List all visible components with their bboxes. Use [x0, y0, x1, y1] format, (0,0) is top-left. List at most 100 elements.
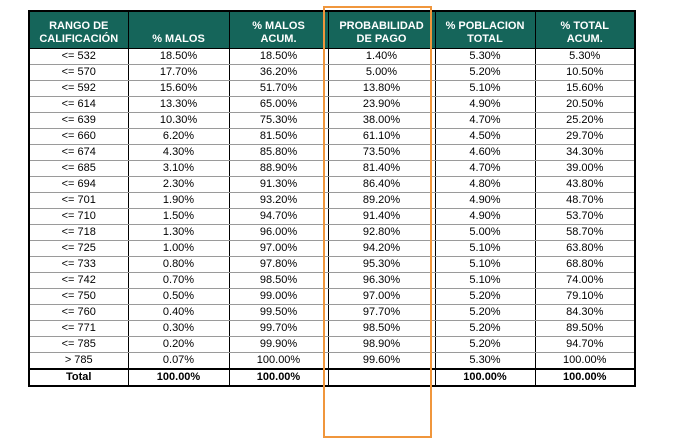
cell-probabilidad: 92.80%	[327, 224, 436, 241]
cell-rango: <= 701	[28, 192, 129, 209]
cell-malos: 15.60%	[127, 80, 230, 97]
cell-malos: 13.30%	[127, 96, 230, 113]
total-cell-malos: 100.00%	[127, 368, 230, 387]
cell-total-acum: 74.00%	[534, 272, 636, 289]
score-table: RANGO DE CALIFICACIÓN % MALOS % MALOS ACUM…	[28, 10, 636, 387]
cell-rango: <= 639	[28, 112, 129, 129]
cell-malos-acum: 96.00%	[228, 224, 329, 241]
table-row: <= 710 1.50% 94.70% 91.40% 4.90% 53.70%	[28, 208, 636, 225]
cell-poblacion: 4.90%	[434, 96, 536, 113]
cell-probabilidad: 96.30%	[327, 272, 436, 289]
header-malos: % MALOS	[127, 10, 230, 49]
cell-probabilidad: 91.40%	[327, 208, 436, 225]
cell-malos-acum: 98.50%	[228, 272, 329, 289]
cell-malos: 0.30%	[127, 320, 230, 337]
table-row: <= 785 0.20% 99.90% 98.90% 5.20% 94.70%	[28, 336, 636, 353]
cell-malos: 1.90%	[127, 192, 230, 209]
table-row: <= 701 1.90% 93.20% 89.20% 4.90% 48.70%	[28, 192, 636, 209]
cell-malos: 1.30%	[127, 224, 230, 241]
cell-rango: <= 532	[28, 48, 129, 65]
cell-malos-acum: 51.70%	[228, 80, 329, 97]
total-cell-poblacion: 100.00%	[434, 368, 536, 387]
header-row: RANGO DE CALIFICACIÓN % MALOS % MALOS ACUM…	[28, 10, 636, 49]
cell-malos: 18.50%	[127, 48, 230, 65]
table-row: <= 725 1.00% 97.00% 94.20% 5.10% 63.80%	[28, 240, 636, 257]
cell-rango: <= 760	[28, 304, 129, 321]
cell-poblacion: 5.10%	[434, 256, 536, 273]
cell-malos: 0.80%	[127, 256, 230, 273]
cell-total-acum: 43.80%	[534, 176, 636, 193]
cell-probabilidad: 95.30%	[327, 256, 436, 273]
table-row: <= 742 0.70% 98.50% 96.30% 5.10% 74.00%	[28, 272, 636, 289]
cell-probabilidad: 5.00%	[327, 64, 436, 81]
cell-malos-acum: 81.50%	[228, 128, 329, 145]
cell-probabilidad: 94.20%	[327, 240, 436, 257]
cell-rango: <= 742	[28, 272, 129, 289]
table-row: <= 694 2.30% 91.30% 86.40% 4.80% 43.80%	[28, 176, 636, 193]
cell-probabilidad: 86.40%	[327, 176, 436, 193]
cell-poblacion: 4.90%	[434, 192, 536, 209]
cell-probabilidad: 13.80%	[327, 80, 436, 97]
cell-rango: <= 725	[28, 240, 129, 257]
table-row: <= 532 18.50% 18.50% 1.40% 5.30% 5.30%	[28, 48, 636, 65]
cell-total-acum: 63.80%	[534, 240, 636, 257]
cell-probabilidad: 98.90%	[327, 336, 436, 353]
cell-poblacion: 4.60%	[434, 144, 536, 161]
cell-poblacion: 4.80%	[434, 176, 536, 193]
table-row: <= 685 3.10% 88.90% 81.40% 4.70% 39.00%	[28, 160, 636, 177]
cell-poblacion: 5.20%	[434, 304, 536, 321]
table-row: <= 733 0.80% 97.80% 95.30% 5.10% 68.80%	[28, 256, 636, 273]
cell-rango: <= 592	[28, 80, 129, 97]
cell-malos-acum: 99.50%	[228, 304, 329, 321]
cell-poblacion: 5.10%	[434, 272, 536, 289]
cell-poblacion: 5.20%	[434, 288, 536, 305]
cell-probabilidad: 38.00%	[327, 112, 436, 129]
cell-malos: 0.07%	[127, 352, 230, 370]
cell-total-acum: 48.70%	[534, 192, 636, 209]
table-row: <= 674 4.30% 85.80% 73.50% 4.60% 34.30%	[28, 144, 636, 161]
cell-malos-acum: 93.20%	[228, 192, 329, 209]
cell-malos-acum: 36.20%	[228, 64, 329, 81]
cell-probabilidad: 97.00%	[327, 288, 436, 305]
header-probabilidad: PROBABILIDAD DE PAGO	[327, 10, 436, 49]
table-row: > 785 0.07% 100.00% 99.60% 5.30% 100.00%	[28, 352, 636, 370]
cell-total-acum: 10.50%	[534, 64, 636, 81]
cell-total-acum: 34.30%	[534, 144, 636, 161]
cell-malos: 10.30%	[127, 112, 230, 129]
cell-rango: <= 685	[28, 160, 129, 177]
cell-probabilidad: 99.60%	[327, 352, 436, 370]
cell-poblacion: 4.70%	[434, 112, 536, 129]
cell-total-acum: 29.70%	[534, 128, 636, 145]
cell-total-acum: 100.00%	[534, 352, 636, 370]
cell-probabilidad: 61.10%	[327, 128, 436, 145]
cell-malos: 1.00%	[127, 240, 230, 257]
table-row: <= 639 10.30% 75.30% 38.00% 4.70% 25.20%	[28, 112, 636, 129]
cell-probabilidad: 73.50%	[327, 144, 436, 161]
cell-rango: <= 733	[28, 256, 129, 273]
table-row: <= 771 0.30% 99.70% 98.50% 5.20% 89.50%	[28, 320, 636, 337]
cell-malos-acum: 88.90%	[228, 160, 329, 177]
cell-rango: <= 660	[28, 128, 129, 145]
cell-rango: <= 710	[28, 208, 129, 225]
cell-probabilidad: 1.40%	[327, 48, 436, 65]
total-cell-probabilidad	[327, 368, 436, 387]
cell-poblacion: 5.20%	[434, 64, 536, 81]
cell-malos: 0.70%	[127, 272, 230, 289]
cell-total-acum: 39.00%	[534, 160, 636, 177]
cell-malos: 17.70%	[127, 64, 230, 81]
cell-malos: 4.30%	[127, 144, 230, 161]
cell-malos-acum: 85.80%	[228, 144, 329, 161]
cell-poblacion: 5.10%	[434, 80, 536, 97]
cell-rango: <= 771	[28, 320, 129, 337]
cell-total-acum: 84.30%	[534, 304, 636, 321]
cell-rango: <= 785	[28, 336, 129, 353]
cell-poblacion: 5.30%	[434, 352, 536, 370]
cell-total-acum: 58.70%	[534, 224, 636, 241]
cell-total-acum: 15.60%	[534, 80, 636, 97]
table-row: <= 718 1.30% 96.00% 92.80% 5.00% 58.70%	[28, 224, 636, 241]
cell-poblacion: 5.00%	[434, 224, 536, 241]
cell-probabilidad: 89.20%	[327, 192, 436, 209]
header-malos-acum: % MALOS ACUM.	[228, 10, 329, 49]
cell-total-acum: 53.70%	[534, 208, 636, 225]
total-cell-total-acum: 100.00%	[534, 368, 636, 387]
